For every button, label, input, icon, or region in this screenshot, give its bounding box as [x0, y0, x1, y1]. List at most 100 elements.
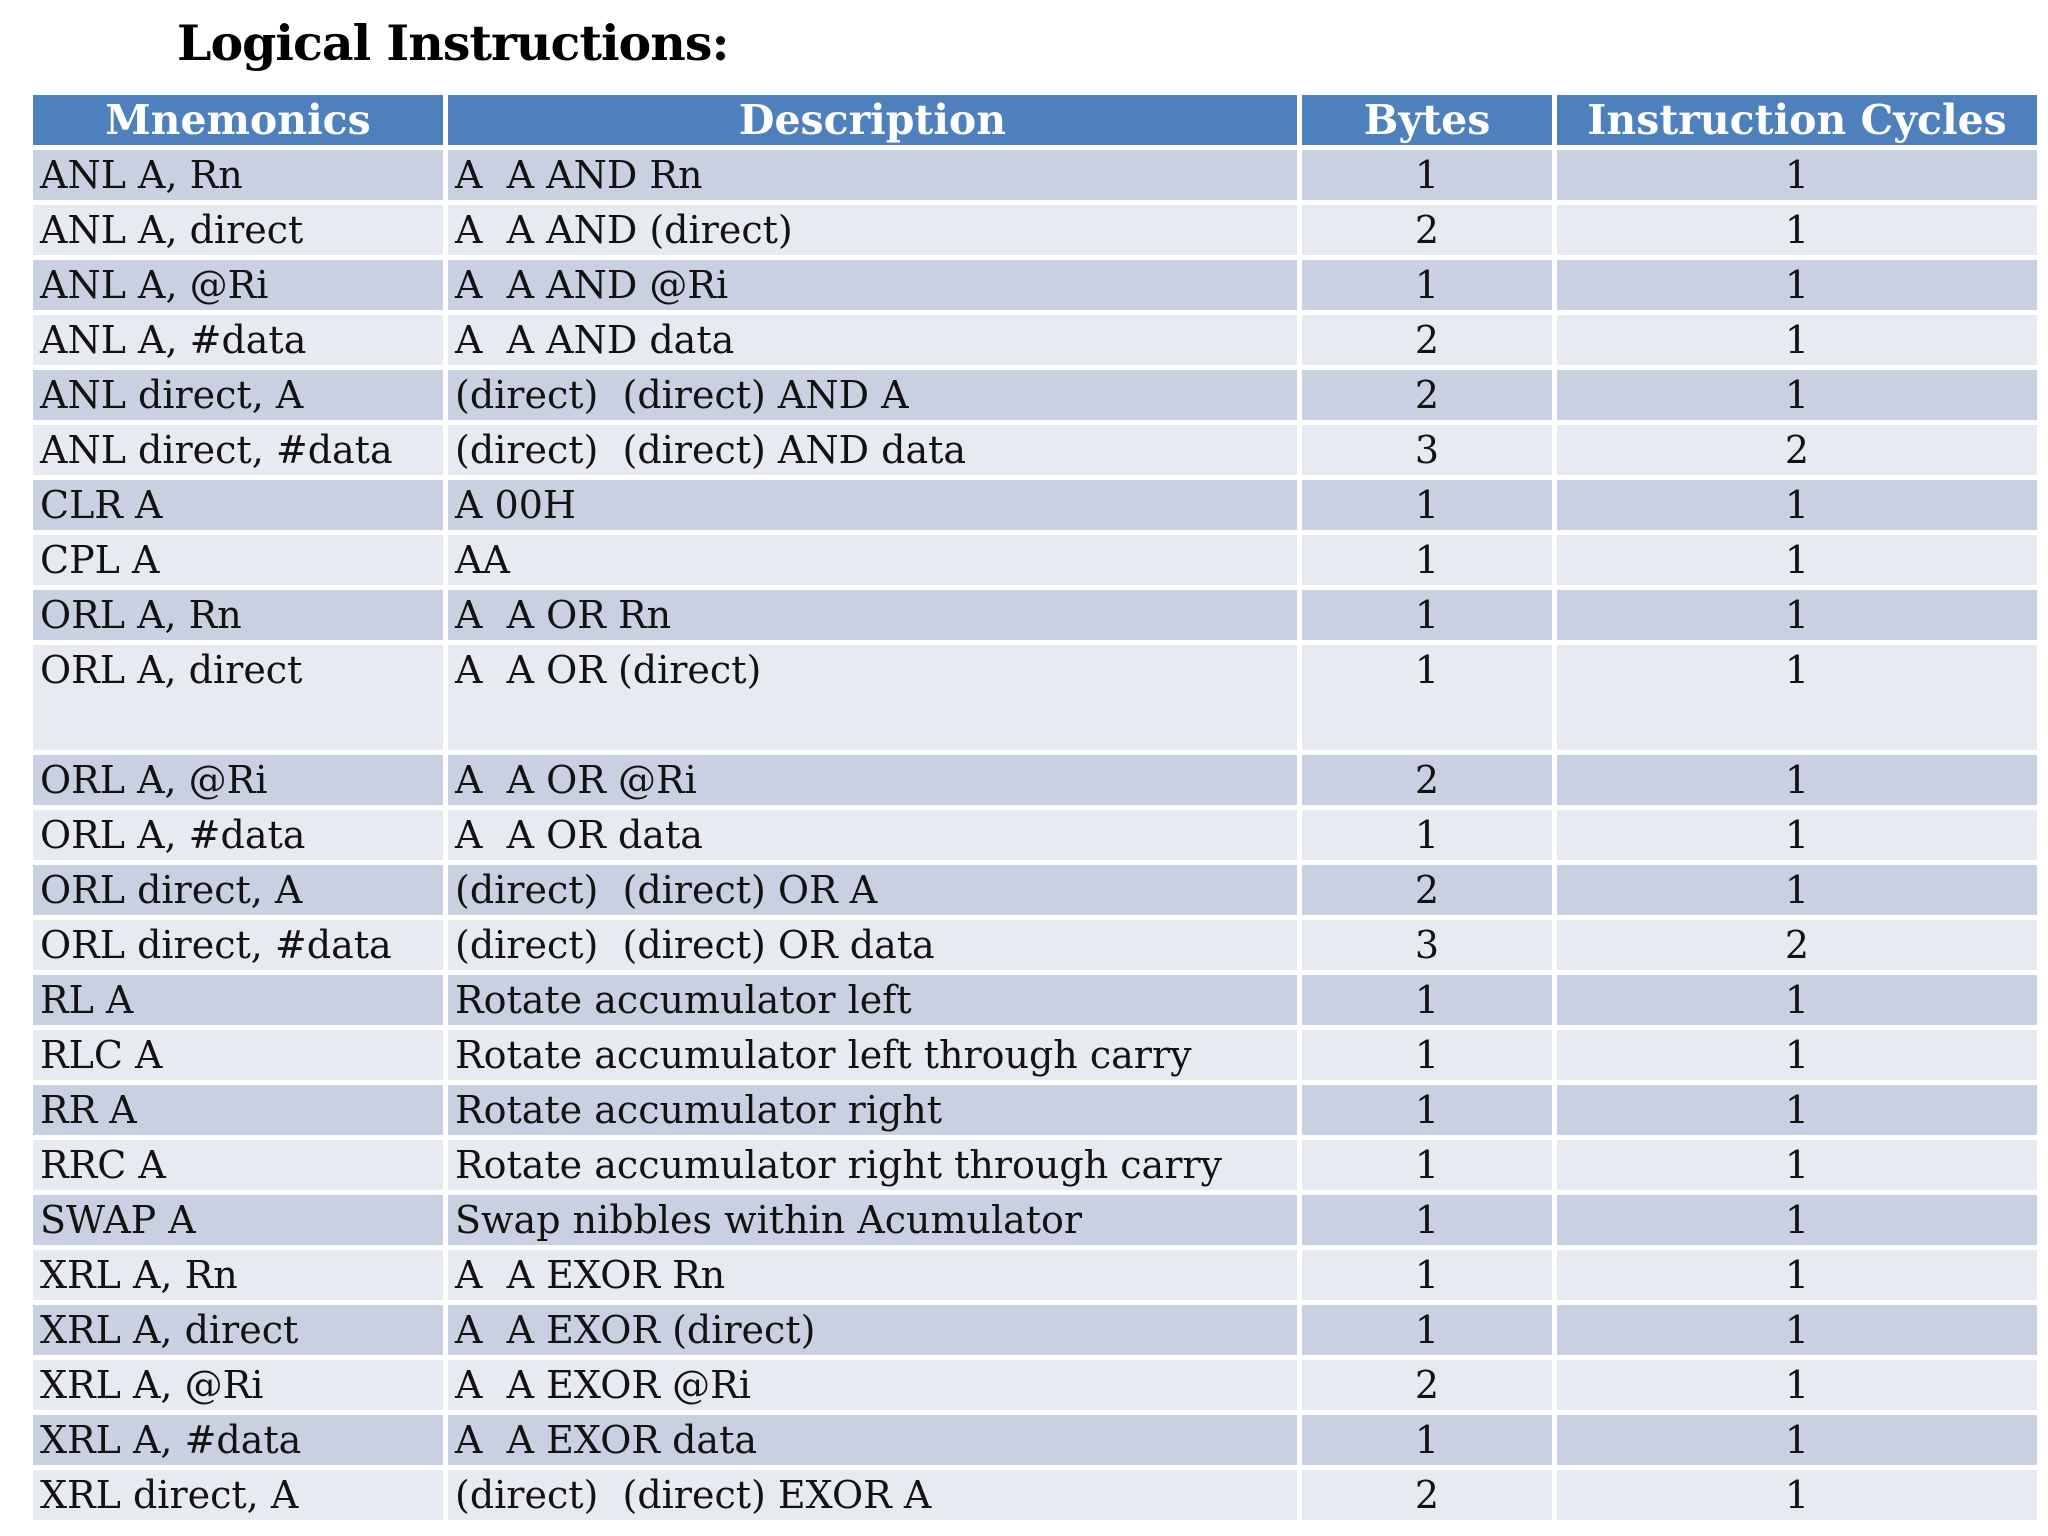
bytes-cell: 3 — [1302, 425, 1552, 475]
description-cell: Rotate accumulator left through carry — [448, 1030, 1297, 1080]
description-cell: A A AND data — [448, 315, 1297, 365]
description-cell: (direct) (direct) OR data — [448, 920, 1297, 970]
table-row: XRL A, Rn A A EXOR Rn 1 1 — [33, 1250, 2037, 1300]
description-cell: A A AND Rn — [448, 150, 1297, 200]
cycles-cell: 1 — [1557, 810, 2037, 860]
bytes-cell: 1 — [1302, 590, 1552, 640]
description-cell: A A EXOR @Ri — [448, 1360, 1297, 1410]
mnemonic-cell: RLC A — [33, 1030, 443, 1080]
table-row: XRL A, @Ri A A EXOR @Ri 2 1 — [33, 1360, 2037, 1410]
cycles-cell: 1 — [1557, 150, 2037, 200]
description-cell: A A EXOR data — [448, 1415, 1297, 1465]
mnemonic-cell: CPL A — [33, 535, 443, 585]
cycles-cell: 1 — [1557, 1195, 2037, 1245]
mnemonic-cell: ORL A, #data — [33, 810, 443, 860]
cycles-cell: 2 — [1557, 425, 2037, 475]
table-row: XRL direct, A (direct) (direct) EXOR A 2… — [33, 1470, 2037, 1520]
description-cell: A A OR Rn — [448, 590, 1297, 640]
table-row: ORL A, direct A A OR (direct) 1 1 — [33, 645, 2037, 750]
mnemonic-cell: ANL A, Rn — [33, 150, 443, 200]
mnemonic-cell: ANL direct, A — [33, 370, 443, 420]
mnemonic-cell: CLR A — [33, 480, 443, 530]
table-row: ANL A, Rn A A AND Rn 1 1 — [33, 150, 2037, 200]
description-cell: A A AND (direct) — [448, 205, 1297, 255]
cycles-cell: 1 — [1557, 645, 2037, 750]
bytes-cell: 2 — [1302, 370, 1552, 420]
table-row: CLR A A 00H 1 1 — [33, 480, 2037, 530]
bytes-cell: 1 — [1302, 535, 1552, 585]
table-row: ORL direct, A (direct) (direct) OR A 2 1 — [33, 865, 2037, 915]
mnemonic-cell: ORL direct, A — [33, 865, 443, 915]
description-cell: Rotate accumulator left — [448, 975, 1297, 1025]
description-cell: A A AND @Ri — [448, 260, 1297, 310]
bytes-cell: 2 — [1302, 205, 1552, 255]
cycles-cell: 1 — [1557, 370, 2037, 420]
bytes-cell: 1 — [1302, 1305, 1552, 1355]
table-header: Mnemonics Description Bytes Instruction … — [33, 95, 2037, 145]
mnemonic-cell: RR A — [33, 1085, 443, 1135]
mnemonic-cell: ORL A, direct — [33, 645, 443, 750]
cycles-cell: 1 — [1557, 755, 2037, 805]
header-row: Mnemonics Description Bytes Instruction … — [33, 95, 2037, 145]
mnemonic-cell: XRL A, #data — [33, 1415, 443, 1465]
description-cell: A 00H — [448, 480, 1297, 530]
table-row: ANL A, #data A A AND data 2 1 — [33, 315, 2037, 365]
description-cell: (direct) (direct) AND data — [448, 425, 1297, 475]
cycles-cell: 1 — [1557, 1360, 2037, 1410]
cycles-cell: 1 — [1557, 260, 2037, 310]
cycles-cell: 1 — [1557, 1305, 2037, 1355]
mnemonic-cell: RRC A — [33, 1140, 443, 1190]
description-cell: A A EXOR Rn — [448, 1250, 1297, 1300]
bytes-cell: 1 — [1302, 810, 1552, 860]
bytes-cell: 1 — [1302, 1195, 1552, 1245]
bytes-cell: 2 — [1302, 865, 1552, 915]
bytes-cell: 2 — [1302, 315, 1552, 365]
mnemonic-cell: RL A — [33, 975, 443, 1025]
table-row: RL A Rotate accumulator left 1 1 — [33, 975, 2037, 1025]
mnemonic-cell: SWAP A — [33, 1195, 443, 1245]
bytes-cell: 3 — [1302, 920, 1552, 970]
bytes-cell: 2 — [1302, 1360, 1552, 1410]
description-cell: AA — [448, 535, 1297, 585]
cycles-cell: 1 — [1557, 975, 2037, 1025]
mnemonic-cell: ANL A, direct — [33, 205, 443, 255]
bytes-cell: 1 — [1302, 645, 1552, 750]
cycles-cell: 2 — [1557, 920, 2037, 970]
cycles-cell: 1 — [1557, 1470, 2037, 1520]
table-row: ANL direct, #data (direct) (direct) AND … — [33, 425, 2037, 475]
table-row: RLC A Rotate accumulator left through ca… — [33, 1030, 2037, 1080]
mnemonic-cell: ORL A, Rn — [33, 590, 443, 640]
cycles-cell: 1 — [1557, 1030, 2037, 1080]
table-row: RR A Rotate accumulator right 1 1 — [33, 1085, 2037, 1135]
mnemonic-cell: XRL A, @Ri — [33, 1360, 443, 1410]
cycles-cell: 1 — [1557, 205, 2037, 255]
cycles-cell: 1 — [1557, 535, 2037, 585]
column-header-bytes: Bytes — [1302, 95, 1552, 145]
table-row: SWAP A Swap nibbles within Acumulator 1 … — [33, 1195, 2037, 1245]
cycles-cell: 1 — [1557, 480, 2037, 530]
cycles-cell: 1 — [1557, 315, 2037, 365]
mnemonic-cell: XRL A, Rn — [33, 1250, 443, 1300]
table-row: RRC A Rotate accumulator right through c… — [33, 1140, 2037, 1190]
mnemonic-cell: ANL A, @Ri — [33, 260, 443, 310]
mnemonic-cell: ORL A, @Ri — [33, 755, 443, 805]
description-cell: A A OR @Ri — [448, 755, 1297, 805]
description-cell: Swap nibbles within Acumulator — [448, 1195, 1297, 1245]
table-row: CPL A AA 1 1 — [33, 535, 2037, 585]
mnemonic-cell: XRL direct, A — [33, 1470, 443, 1520]
column-header-instruction-cycles: Instruction Cycles — [1557, 95, 2037, 145]
bytes-cell: 1 — [1302, 1030, 1552, 1080]
mnemonic-cell: XRL A, direct — [33, 1305, 443, 1355]
cycles-cell: 1 — [1557, 1140, 2037, 1190]
logical-instructions-table: Mnemonics Description Bytes Instruction … — [28, 90, 2042, 1525]
column-header-description: Description — [448, 95, 1297, 145]
mnemonic-cell: ANL direct, #data — [33, 425, 443, 475]
bytes-cell: 2 — [1302, 1470, 1552, 1520]
table-row: ORL A, @Ri A A OR @Ri 2 1 — [33, 755, 2037, 805]
table-row: ANL A, direct A A AND (direct) 2 1 — [33, 205, 2037, 255]
bytes-cell: 1 — [1302, 1140, 1552, 1190]
bytes-cell: 1 — [1302, 1250, 1552, 1300]
bytes-cell: 1 — [1302, 480, 1552, 530]
table-row: ORL direct, #data (direct) (direct) OR d… — [33, 920, 2037, 970]
